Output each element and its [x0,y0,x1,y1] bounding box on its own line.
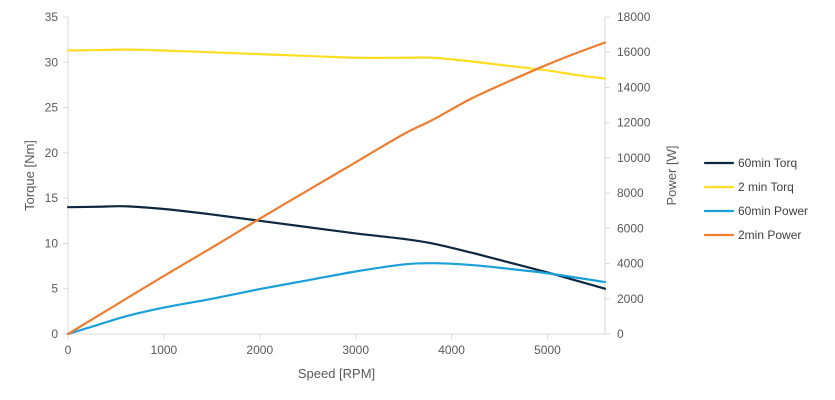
right-y-axis-title: Power [W] [664,146,679,206]
left-y-axis-title: Torque [Nm] [22,140,37,211]
series-lines [66,41,607,336]
left-y-tick-label: 25 [45,101,59,115]
right-y-tick-label: 14000 [617,80,651,94]
legend-label-60min-torq: 60min Torq [738,156,797,170]
x-tick-label: 2000 [246,343,273,357]
right-y-tick-label: 18000 [617,10,651,24]
x-tick-label: 3000 [342,343,369,357]
right-y-tick-label: 16000 [617,45,651,59]
right-y-tick-label: 2000 [617,292,644,306]
left-y-tick-label: 30 [45,55,59,69]
right-y-tick-label: 0 [617,327,624,341]
right-y-tick-label: 6000 [617,221,644,235]
x-tick-label: 5000 [534,343,561,357]
x-tick-label: 0 [65,343,72,357]
legend-label-2-min-torq: 2 min Torq [738,180,794,194]
left-y-tick-label: 5 [51,282,58,296]
left-y-tick-label: 35 [45,10,59,24]
right-y-tick-label: 12000 [617,116,651,130]
left-y-tick-label: 20 [45,146,59,160]
axes [63,16,610,339]
right-y-tick-label: 4000 [617,257,644,271]
series-line-60min-torq [66,205,607,290]
legend-label-60min-power: 60min Power [738,204,808,218]
legend: 60min Torq 2 min Torq 60min Power 2min Powe… [703,156,808,242]
left-y-tick-label: 0 [51,327,58,341]
tick-labels: 0 1000 2000 3000 4000 5000 0 5 10 15 20 25 30 35 0 2000… [45,10,651,357]
left-y-tick-label: 15 [45,191,59,205]
x-tick-label: 4000 [438,343,465,357]
right-y-tick-label: 8000 [617,186,644,200]
legend-label-2min-power: 2min Power [738,228,801,242]
series-line-60min-power [66,262,607,336]
left-y-tick-label: 10 [45,236,59,250]
x-tick-label: 1000 [151,343,178,357]
series-line-2min-power [66,41,607,336]
right-y-tick-label: 10000 [617,151,651,165]
x-axis-title: Speed [RPM] [298,366,375,381]
